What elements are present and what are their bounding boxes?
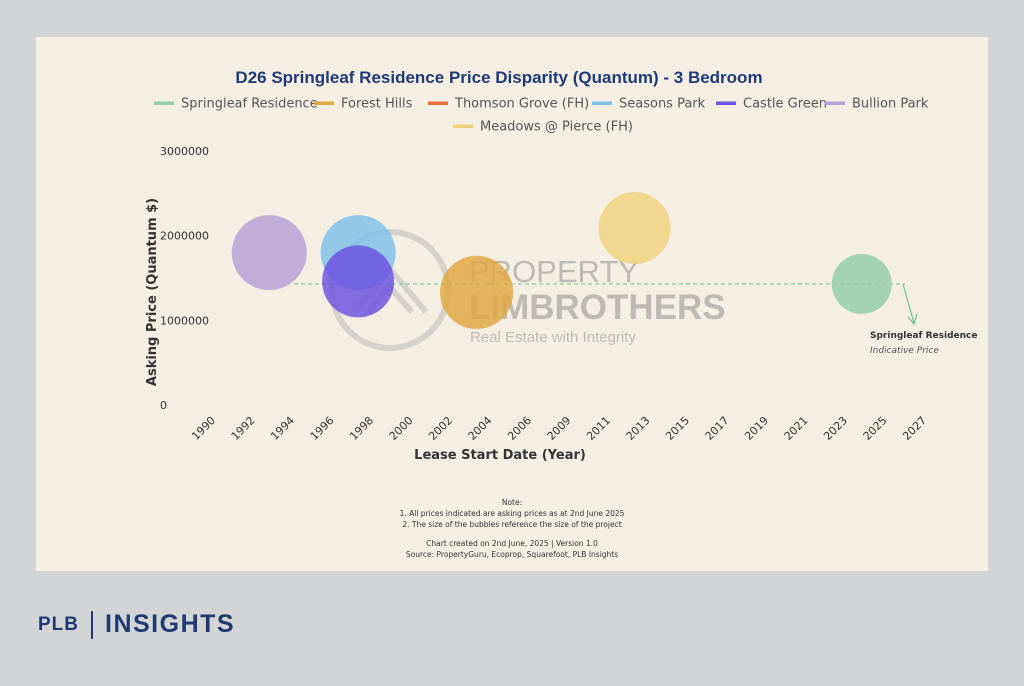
x-tick-1996: 1996	[308, 414, 337, 443]
legend-item-springleaf-residence: Springleaf Residence	[154, 97, 318, 112]
x-tick-2009: 2009	[545, 414, 574, 443]
legend-item-forest-hills: Forest Hills	[314, 97, 413, 112]
legend-swatch-seasons-park	[592, 101, 612, 105]
legend-label-springleaf-residence: Springleaf Residence	[181, 97, 318, 112]
annotation-title: Springleaf Residence	[870, 331, 977, 341]
notes-heading: Note:	[501, 498, 523, 507]
y-axis-ticks: 0 1000000 2000000 3000000	[160, 145, 209, 412]
legend-label-forest-hills: Forest Hills	[341, 97, 413, 112]
x-tick-2017: 2017	[703, 414, 732, 443]
created-note: Chart created on 2nd June, 2025 | Versio…	[426, 539, 598, 548]
x-tick-2006: 2006	[505, 414, 534, 443]
x-tick-2000: 2000	[387, 414, 416, 443]
brand-separator	[91, 610, 93, 639]
chart-title: D26 Springleaf Residence Price Disparity…	[235, 68, 762, 87]
legend-label-seasons-park: Seasons Park	[619, 97, 706, 112]
legend-item-seasons-park: Seasons Park	[592, 97, 706, 112]
legend-swatch-meadows-pierce-fh	[453, 124, 473, 128]
notes: Note: 1. All prices indicated are asking…	[36, 497, 988, 560]
legend-item-meadows-pierce-fh: Meadows @ Pierce (FH)	[453, 120, 633, 135]
x-tick-2023: 2023	[821, 414, 850, 443]
brand-left: PLB	[38, 613, 79, 635]
x-tick-2021: 2021	[782, 414, 811, 443]
x-tick-1990: 1990	[189, 414, 218, 443]
source-note: Source: PropertyGuru, Ecoprop, Squarefoo…	[405, 550, 619, 559]
legend-item-castle-green: Castle Green	[716, 97, 827, 112]
annotation-subtitle: Indicative Price	[870, 346, 939, 356]
legend-label-meadows-pierce-fh: Meadows @ Pierce (FH)	[480, 120, 633, 135]
y-tick-2000000: 2000000	[160, 230, 209, 243]
legend-item-bullion-park: Bullion Park	[825, 97, 929, 112]
y-axis-title: Asking Price (Quantum $)	[145, 198, 160, 386]
note-item-1: 1. All prices indicated are asking price…	[399, 509, 625, 518]
x-tick-2019: 2019	[742, 414, 771, 443]
legend-swatch-bullion-park	[825, 101, 845, 105]
bubble-forest-hills	[440, 255, 514, 329]
bubble-springleaf-residence	[831, 253, 892, 314]
plb-insights-logo: PLB INSIGHTS	[38, 610, 235, 639]
bubble-bullion-park	[231, 215, 307, 291]
legend-item-thomson-grove-fh: Thomson Grove (FH)	[428, 97, 589, 112]
x-tick-2015: 2015	[663, 414, 692, 443]
note-item-2: 2. The size of the bubbles reference the…	[402, 520, 622, 529]
x-axis-title: Lease Start Date (Year)	[414, 448, 586, 463]
x-tick-2011: 2011	[584, 414, 613, 443]
x-tick-1998: 1998	[347, 414, 376, 443]
x-tick-2027: 2027	[900, 414, 929, 443]
bubble-chart: D26 Springleaf Residence Price Disparity…	[145, 68, 977, 463]
brand-right: INSIGHTS	[105, 610, 236, 638]
x-tick-2002: 2002	[426, 414, 455, 443]
bubble-castle-green	[322, 245, 395, 318]
watermark-line3: Real Estate with Integrity	[470, 329, 636, 346]
chart-card: D26 Springleaf Residence Price Disparity…	[36, 37, 988, 571]
legend-swatch-castle-green	[716, 101, 736, 105]
annotation: Springleaf Residence Indicative Price	[870, 283, 977, 356]
legend-label-bullion-park: Bullion Park	[852, 97, 929, 112]
legend-swatch-thomson-grove-fh	[428, 101, 448, 105]
legend-swatch-forest-hills	[314, 101, 334, 105]
y-tick-3000000: 3000000	[160, 145, 209, 158]
x-tick-2013: 2013	[624, 414, 653, 443]
x-tick-2025: 2025	[861, 414, 890, 443]
bubbles	[231, 192, 892, 329]
bubble-meadows-pierce-fh	[598, 192, 671, 265]
legend: Springleaf Residence Forest Hills Thomson …	[154, 97, 929, 135]
y-tick-1000000: 1000000	[160, 314, 209, 327]
x-tick-2004: 2004	[466, 414, 495, 443]
y-tick-0: 0	[160, 399, 167, 412]
x-axis-ticks: 1990 1992 1994 1996 1998 2000 2002 2004 2006 2009…	[189, 414, 929, 443]
x-tick-1994: 1994	[268, 414, 297, 443]
legend-label-castle-green: Castle Green	[743, 97, 827, 112]
x-tick-1992: 1992	[229, 414, 258, 443]
legend-swatch-springleaf-residence	[154, 101, 174, 105]
legend-label-thomson-grove-fh: Thomson Grove (FH)	[454, 97, 589, 112]
